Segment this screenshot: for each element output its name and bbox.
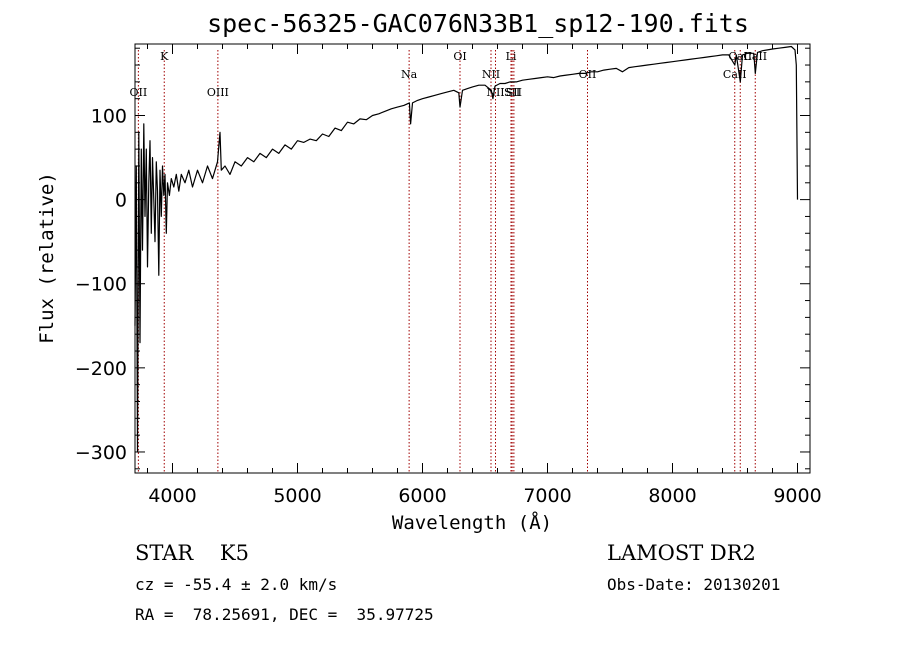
line-marker-label: OII	[579, 68, 597, 81]
x-axis-ticks: 4000 5000 6000 7000 8000 9000	[147, 44, 822, 507]
y-axis-ticks: −300 −200 −100 0 100	[75, 47, 810, 470]
survey-name: LAMOST DR2	[607, 541, 756, 565]
line-marker-label: SII	[504, 86, 520, 99]
line-marker-label: OIII	[207, 86, 229, 99]
line-marker-label: Na	[401, 68, 418, 81]
plot-frame	[134, 43, 811, 474]
ra-dec-coordinates: RA = 78.25691, DEC = 35.97725	[135, 605, 434, 624]
line-marker-label: SII	[506, 86, 522, 99]
x-tick-label: 6000	[398, 485, 446, 507]
y-tick-label: −300	[75, 442, 127, 464]
redshift-velocity: cz = -55.4 ± 2.0 km/s	[135, 575, 337, 594]
spectrum-line-0	[134, 45, 799, 453]
line-marker-label: NII	[482, 68, 500, 81]
x-tick-label: 9000	[773, 485, 821, 507]
x-tick-label: 8000	[648, 485, 696, 507]
observation-date: Obs-Date: 20130201	[607, 575, 780, 594]
line-marker-label: K	[160, 50, 169, 63]
x-tick-label: 7000	[523, 485, 571, 507]
x-tick-label: 4000	[148, 485, 196, 507]
x-axis-label: Wavelength (Å)	[392, 511, 552, 534]
y-tick-label: −200	[75, 358, 127, 380]
line-marker-label: OI	[453, 50, 466, 63]
y-axis-label: Flux (relative)	[36, 172, 58, 344]
chart-title: spec-56325-GAC076N33B1_sp12-190.fits	[207, 9, 749, 38]
y-tick-label: −100	[75, 274, 127, 296]
y-tick-label: 0	[115, 190, 127, 212]
line-marker-label: OII	[130, 86, 148, 99]
line-marker-label: Li	[506, 50, 517, 63]
x-tick-label: 5000	[273, 485, 321, 507]
line-marker-label: CaII	[723, 68, 747, 81]
line-marker-label: CaII	[743, 50, 767, 63]
spectral-class: STAR K5	[135, 541, 249, 565]
y-tick-label: 100	[91, 106, 127, 128]
spectrum-series	[134, 45, 799, 453]
